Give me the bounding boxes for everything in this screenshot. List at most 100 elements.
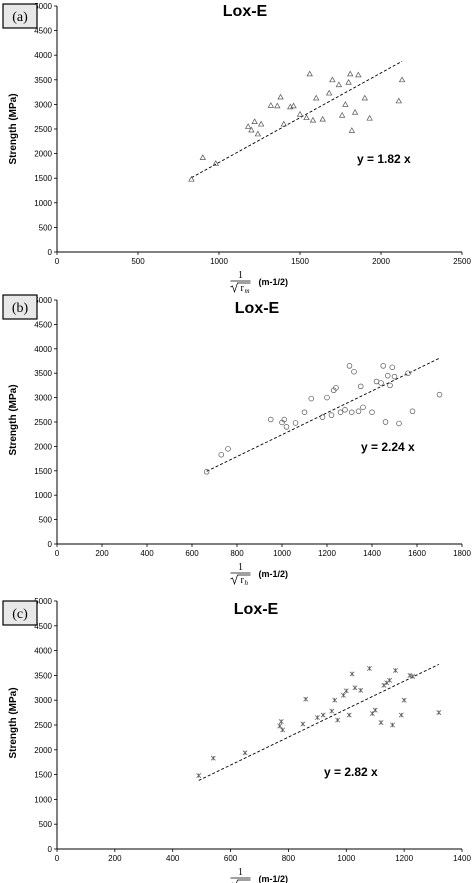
chart-panel-0: 0500100015002000250030003500400045005000… xyxy=(2,2,471,295)
data-point xyxy=(396,420,402,427)
y-tick-label: 2000 xyxy=(34,442,52,451)
fit-equation: y = 2.82 x xyxy=(324,765,378,779)
y-axis-label: Strength (MPa) xyxy=(8,93,19,164)
y-tick-label: 500 xyxy=(39,516,53,525)
x-tick-label: 600 xyxy=(224,854,238,863)
x-tick-label: 2500 xyxy=(453,257,471,266)
y-tick-label: 4000 xyxy=(34,51,52,60)
x-axis-label-unit: (m-1/2) xyxy=(259,874,289,883)
y-axis-label: Strength (MPa) xyxy=(8,687,19,758)
data-point xyxy=(436,391,443,398)
x-tick-label: 1200 xyxy=(318,549,336,558)
data-point xyxy=(332,697,338,703)
data-point xyxy=(338,111,346,118)
data-point xyxy=(346,712,352,718)
x-axis-label-unit: (m-1/2) xyxy=(259,569,289,579)
data-point xyxy=(358,687,364,693)
data-point xyxy=(405,370,411,376)
y-tick-label: 4000 xyxy=(34,647,52,656)
data-point xyxy=(358,383,364,390)
panel-label: (a) xyxy=(12,10,28,25)
y-tick-label: 2500 xyxy=(34,418,52,427)
data-point xyxy=(369,409,375,415)
fit-line xyxy=(191,60,403,179)
x-axis-label-subscript: m xyxy=(245,287,250,295)
y-tick-label: 4000 xyxy=(34,345,52,354)
data-point xyxy=(303,696,309,702)
data-point xyxy=(303,114,310,121)
x-tick-label: 0 xyxy=(55,549,60,558)
data-point xyxy=(267,102,275,108)
x-tick-label: 0 xyxy=(55,257,60,266)
data-point xyxy=(366,114,373,121)
data-point xyxy=(347,70,354,77)
y-tick-label: 1000 xyxy=(34,491,52,500)
y-tick-label: 2500 xyxy=(34,721,52,730)
data-point xyxy=(393,667,398,673)
data-point xyxy=(391,373,398,380)
data-point xyxy=(268,416,274,423)
x-axis-label-subscript: h xyxy=(245,579,249,587)
data-point xyxy=(325,89,333,96)
y-tick-label: 3500 xyxy=(34,369,52,378)
data-point xyxy=(382,419,389,425)
data-point xyxy=(296,110,304,117)
data-point xyxy=(244,123,252,129)
x-tick-label: 2000 xyxy=(372,257,390,266)
y-tick-label: 1500 xyxy=(34,174,52,183)
chart-title: Lox-E xyxy=(223,3,268,20)
y-tick-label: 2000 xyxy=(34,150,52,159)
data-point xyxy=(188,175,195,182)
data-point xyxy=(372,707,378,713)
x-tick-label: 1500 xyxy=(291,257,309,266)
data-point xyxy=(390,722,396,728)
y-tick-label: 5000 xyxy=(34,2,52,11)
x-axis-label-radicand: r xyxy=(241,283,245,294)
data-point xyxy=(309,116,317,123)
x-tick-label: 1200 xyxy=(395,854,413,863)
x-tick-label: 1400 xyxy=(363,549,381,558)
x-axis-label-unit: (m-1/2) xyxy=(259,277,289,287)
data-point xyxy=(313,94,320,101)
data-point xyxy=(352,685,358,691)
y-tick-label: 2000 xyxy=(34,746,52,755)
fit-equation: y = 1.82 x xyxy=(357,152,411,166)
data-point xyxy=(410,673,416,679)
fit-line xyxy=(198,663,440,781)
data-point xyxy=(320,712,326,718)
y-tick-label: 2500 xyxy=(34,125,52,134)
data-point xyxy=(360,404,366,411)
data-point xyxy=(283,424,290,430)
y-tick-label: 3500 xyxy=(34,76,52,85)
data-point xyxy=(409,408,416,415)
y-tick-label: 1500 xyxy=(34,467,52,476)
x-tick-label: 1000 xyxy=(210,257,228,266)
x-tick-label: 0 xyxy=(55,854,60,863)
x-tick-label: 400 xyxy=(166,854,180,863)
data-point xyxy=(337,409,344,415)
data-point xyxy=(329,76,336,83)
data-point xyxy=(212,160,219,166)
data-point xyxy=(349,671,355,677)
x-tick-label: 1400 xyxy=(453,854,471,863)
panel-label: (c) xyxy=(12,607,28,622)
data-point xyxy=(335,81,343,88)
y-tick-label: 5000 xyxy=(34,296,52,305)
panel-label: (b) xyxy=(12,301,29,316)
x-axis-label: 1 r m (m-1/2) xyxy=(230,270,289,295)
data-point xyxy=(319,115,326,122)
data-point xyxy=(349,409,355,415)
x-tick-label: 1800 xyxy=(453,549,471,558)
data-point xyxy=(292,420,299,426)
data-point xyxy=(306,70,313,77)
fit-equation: y = 2.24 x xyxy=(361,440,415,454)
data-point xyxy=(343,688,349,694)
data-point xyxy=(328,412,335,418)
data-point xyxy=(345,78,352,85)
data-point xyxy=(248,126,255,133)
data-point xyxy=(254,130,262,137)
y-tick-label: 3500 xyxy=(34,671,52,680)
data-point xyxy=(281,416,288,423)
y-tick-label: 4500 xyxy=(34,27,52,36)
data-point xyxy=(225,446,231,452)
